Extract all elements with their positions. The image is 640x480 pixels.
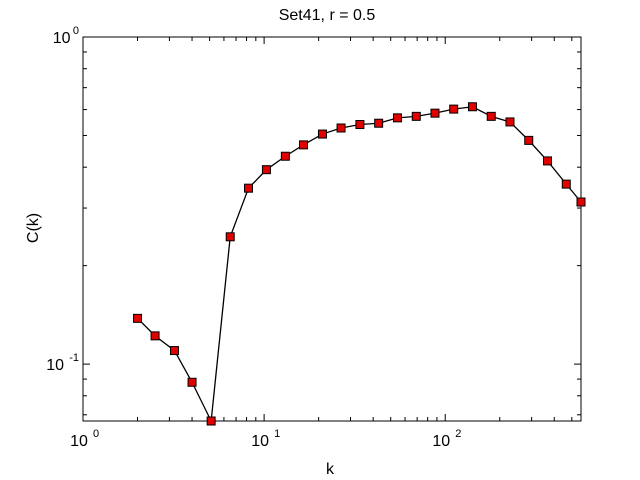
- data-point: [411, 111, 421, 121]
- x-tick-label-exponent: 0: [93, 428, 99, 440]
- x-axis-label: k: [326, 461, 335, 478]
- data-point: [243, 183, 253, 193]
- data-point: [206, 416, 216, 426]
- data-point: [449, 104, 459, 114]
- y-tick-label-exponent: -1: [69, 352, 79, 364]
- data-point: [261, 165, 271, 175]
- data-point: [486, 111, 496, 121]
- data-point: [187, 377, 197, 387]
- plot-frame: [82, 36, 582, 422]
- data-point: [392, 113, 402, 123]
- data-point: [576, 197, 586, 207]
- data-point: [133, 313, 143, 323]
- data-point: [430, 108, 440, 118]
- series-layer: [133, 102, 586, 426]
- data-point: [150, 331, 160, 341]
- data-point: [505, 117, 515, 127]
- x-tick-label: 10: [432, 433, 450, 450]
- data-point: [336, 123, 346, 133]
- y-axis-label: C(k): [25, 213, 42, 243]
- axis-ticks: [82, 36, 581, 421]
- chart-title: Set41, r = 0.5: [279, 7, 376, 24]
- data-point: [374, 118, 384, 128]
- data-point: [561, 179, 571, 189]
- x-tick-label-exponent: 1: [274, 428, 280, 440]
- data-point: [225, 232, 235, 242]
- data-point: [543, 156, 553, 166]
- data-point: [280, 151, 290, 161]
- data-point: [169, 346, 179, 356]
- data-point: [467, 102, 477, 112]
- y-tick-label: 10: [46, 357, 64, 374]
- y-tick-label: 10: [53, 30, 71, 47]
- data-point: [524, 135, 534, 145]
- y-tick-label-exponent: 0: [73, 25, 79, 37]
- x-tick-label-exponent: 2: [455, 428, 461, 440]
- tick-labels: 10 0 10 1 10 210 -110 0: [46, 25, 461, 450]
- x-tick-label: 10: [70, 433, 88, 450]
- x-tick-label: 10: [251, 433, 269, 450]
- data-point: [298, 140, 308, 150]
- data-point: [317, 129, 327, 139]
- data-point: [355, 120, 365, 130]
